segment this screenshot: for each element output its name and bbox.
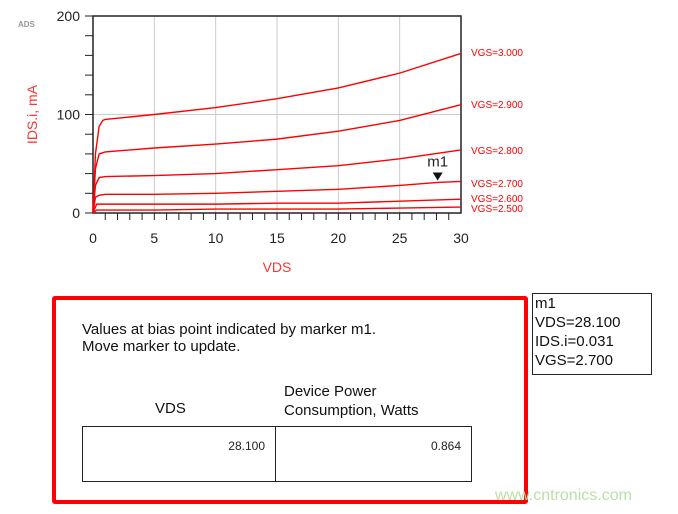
series-label: VGS=2.500 bbox=[471, 204, 523, 215]
power-header-line-2: Consumption, Watts bbox=[284, 402, 419, 419]
x-tick-label: 0 bbox=[89, 230, 97, 246]
series-line bbox=[92, 103, 462, 214]
y-tick-label: 0 bbox=[72, 205, 80, 221]
marker-vgs: VGS=2.700 bbox=[535, 352, 613, 369]
note-line-1: Values at bias point indicated by marker… bbox=[82, 321, 377, 338]
series-line bbox=[92, 206, 462, 214]
series-label: VGS=2.800 bbox=[471, 146, 523, 157]
power-header-line-1: Device Power bbox=[284, 383, 377, 400]
bias-table: 28.100 0.864 bbox=[82, 426, 472, 482]
series-line bbox=[92, 180, 462, 214]
series-line bbox=[92, 198, 462, 214]
x-tick-label: 10 bbox=[208, 230, 224, 246]
watermark: www.cntronics.com bbox=[495, 487, 632, 504]
x-tick-label: 25 bbox=[392, 230, 408, 246]
series-label: VGS=2.600 bbox=[471, 194, 523, 205]
y-axis-label: IDS.i, mA bbox=[24, 84, 40, 144]
marker-label: m1 bbox=[427, 153, 448, 170]
vds-header: VDS bbox=[155, 400, 186, 417]
series-label: VGS=2.700 bbox=[471, 179, 523, 190]
power-header: Device Power Consumption, Watts bbox=[284, 382, 419, 420]
y-tick-label: 100 bbox=[57, 107, 81, 123]
iv-chart: 0 5 10 15 20 25 30 0 100 200 VGS=3.000 VGS=2.900 VGS… bbox=[24, 8, 523, 275]
x-tick-label: 20 bbox=[331, 230, 347, 246]
marker-readout[interactable]: m1 VDS=28.100 IDS.i=0.031 VGS=2.700 bbox=[532, 293, 652, 375]
series-label: VGS=3.000 bbox=[471, 48, 523, 59]
vds-value: 28.100 bbox=[83, 427, 276, 481]
marker-vds: VDS=28.100 bbox=[535, 314, 621, 331]
bias-note: Values at bias point indicated by marker… bbox=[82, 321, 376, 355]
marker-triangle bbox=[432, 172, 443, 181]
x-tick-label: 15 bbox=[269, 230, 285, 246]
y-tick-label: 200 bbox=[57, 8, 81, 24]
x-tick-label: 5 bbox=[150, 230, 158, 246]
plot-frame bbox=[92, 15, 462, 214]
ads-logo: ADS bbox=[18, 20, 35, 29]
x-tick-label: 30 bbox=[453, 230, 469, 246]
bias-point-box bbox=[52, 296, 528, 504]
series-line bbox=[92, 52, 462, 214]
marker-name: m1 bbox=[535, 295, 556, 312]
x-axis-label: VDS bbox=[263, 259, 292, 275]
note-line-2: Move marker to update. bbox=[82, 338, 241, 355]
series-line bbox=[92, 149, 462, 214]
marker-ids: IDS.i=0.031 bbox=[535, 333, 614, 350]
power-value: 0.864 bbox=[430, 439, 461, 453]
series-label: VGS=2.900 bbox=[471, 100, 523, 111]
